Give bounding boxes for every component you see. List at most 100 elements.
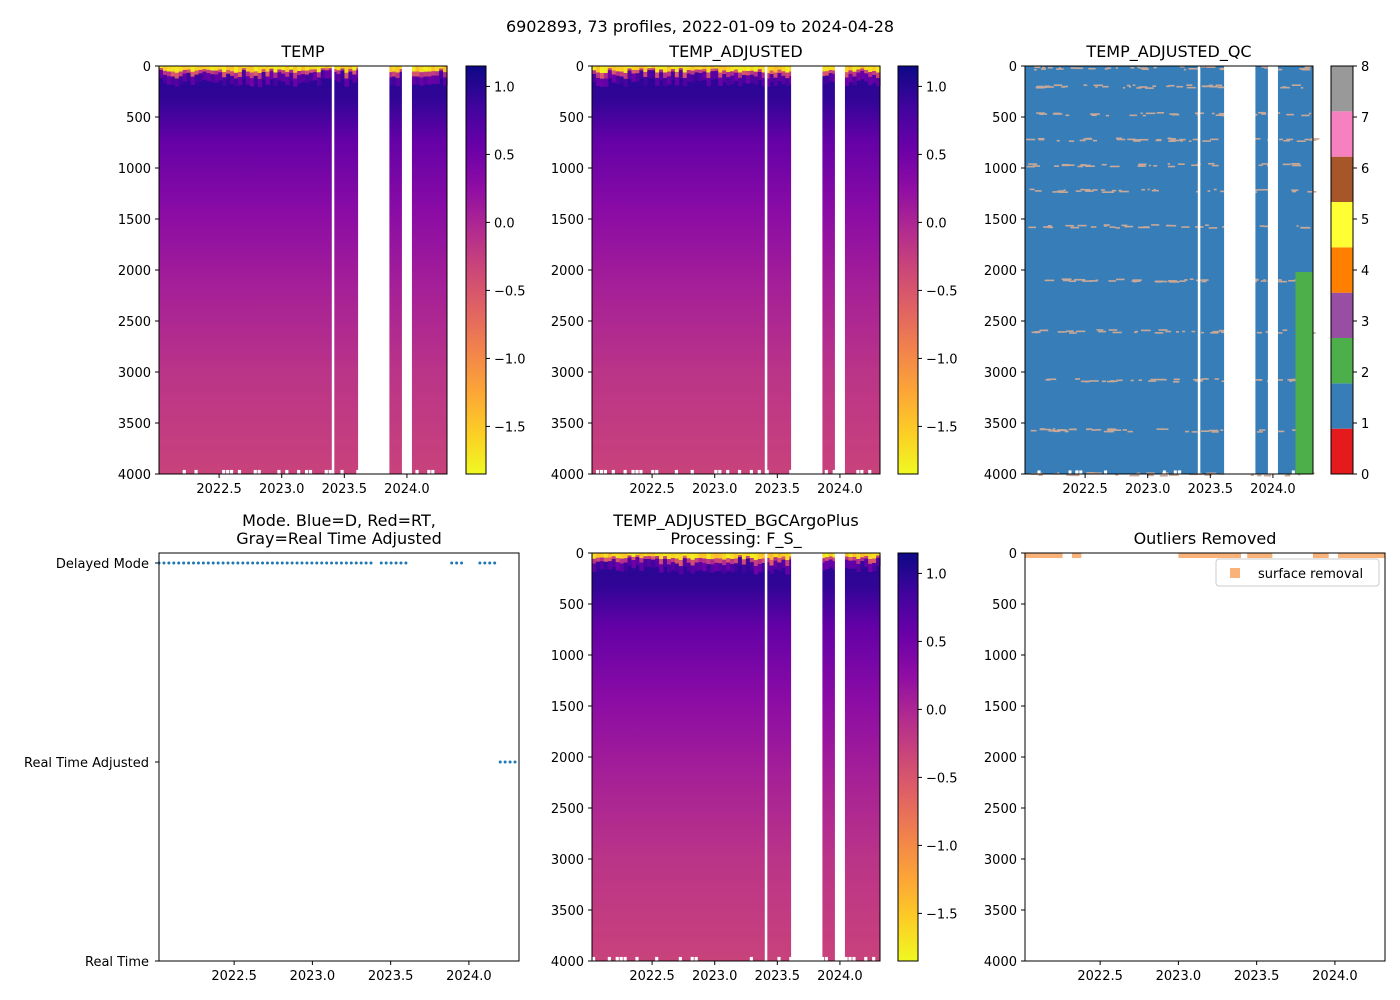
- qc-noise-mark: [1304, 138, 1310, 141]
- heatmap-cell: [285, 71, 290, 77]
- heatmap-cell: [757, 564, 763, 573]
- heatmap-cell: [761, 558, 767, 564]
- qc-noise-mark: [1154, 332, 1164, 334]
- heatmap-cell: [737, 66, 743, 73]
- heatmap-cell: [876, 555, 881, 558]
- heatmap-cell: [777, 69, 782, 73]
- qc-noise-mark: [1291, 84, 1302, 87]
- heatmap-missing-cell: [595, 469, 600, 474]
- y-tick-label: 2000: [551, 751, 584, 766]
- heatmap-cell: [848, 557, 853, 561]
- qc-noise-mark: [1276, 430, 1285, 433]
- heatmap-cell: [186, 66, 192, 70]
- qc-noise-mark: [1065, 114, 1070, 117]
- data-gap: [401, 66, 412, 474]
- qc-noise-mark: [1254, 191, 1258, 193]
- qc-noise-mark: [1253, 137, 1261, 140]
- heatmap-cell: [698, 66, 704, 70]
- heatmap-cell: [415, 66, 420, 72]
- qc-noise-mark: [1220, 331, 1227, 334]
- heatmap-cell: [615, 75, 621, 85]
- heatmap-cell: [253, 66, 259, 72]
- qc-noise-mark: [1276, 379, 1283, 381]
- qc-noise-mark: [1065, 224, 1073, 227]
- heatmap-cell: [678, 66, 684, 69]
- colorbar-tick-label: 1: [1361, 417, 1369, 432]
- heatmap-cell: [603, 66, 609, 73]
- qc-noise-mark: [1261, 66, 1267, 68]
- heatmap-cell: [273, 72, 278, 78]
- heatmap-cell: [868, 76, 873, 86]
- heatmap-cell: [769, 66, 775, 71]
- heatmap-cell: [603, 72, 609, 79]
- qc-noise-mark: [1220, 190, 1228, 193]
- qc-noise-mark: [1090, 280, 1098, 282]
- heatmap-cell: [230, 75, 235, 85]
- heatmap-cell: [734, 558, 739, 564]
- heatmap-cell: [690, 70, 696, 75]
- qc-noise-mark: [1082, 280, 1093, 282]
- qc-noise-mark: [1053, 165, 1060, 167]
- heatmap-cell: [226, 73, 231, 82]
- x-tick-label: 2023.0: [692, 969, 738, 984]
- panel-title: TEMP: [280, 42, 325, 61]
- qc-noise-mark: [1093, 84, 1103, 87]
- qc-noise-mark: [1304, 66, 1311, 69]
- mode-point: [236, 561, 240, 565]
- qc-noise-mark: [1211, 164, 1219, 167]
- heatmap-missing-cell: [824, 469, 828, 474]
- heatmap-missing-cell: [415, 469, 419, 474]
- x-tick-label: 2023.0: [1156, 969, 1202, 984]
- heatmap-cell: [868, 559, 873, 564]
- heatmap-cell: [619, 558, 625, 564]
- heatmap-cell: [749, 562, 755, 571]
- qc-noise-mark: [1083, 138, 1093, 140]
- heatmap-cell: [651, 556, 656, 560]
- qc-noise-mark: [1205, 474, 1212, 476]
- qc-noise-mark: [1036, 85, 1044, 88]
- x-tick-label: 2022.5: [629, 969, 675, 984]
- heatmap-cell: [174, 72, 180, 79]
- qc-noise-mark: [1092, 139, 1098, 142]
- mode-point: [315, 561, 319, 565]
- qc-noise-mark: [1215, 114, 1226, 117]
- qc-noise-mark: [1091, 114, 1097, 117]
- mode-point: [290, 561, 294, 565]
- heatmap-cell: [773, 66, 779, 73]
- qc-noise-mark: [1258, 188, 1269, 191]
- heatmap-cell: [651, 66, 656, 69]
- qc-noise-mark: [1208, 84, 1213, 87]
- heatmap-cell: [643, 66, 648, 73]
- heatmap-cell: [419, 77, 424, 86]
- qc-noise-mark: [1296, 225, 1299, 227]
- heatmap-cell: [741, 70, 747, 75]
- heatmap-cell: [631, 73, 636, 82]
- heatmap-cell: [722, 565, 727, 574]
- qc-noise-mark: [1310, 138, 1320, 140]
- qc-noise-mark: [1142, 114, 1146, 117]
- heatmap-cell: [714, 68, 719, 71]
- qc-noise-mark: [1101, 191, 1106, 193]
- qc-noise-mark: [1157, 378, 1167, 381]
- qc-missing-cell: [1177, 470, 1181, 474]
- heatmap-missing-cell: [603, 469, 607, 474]
- qc-noise-mark: [1179, 280, 1186, 282]
- heatmap-cell: [781, 66, 786, 72]
- heatmap-cell: [663, 553, 668, 557]
- x-tick-label: 2023.0: [259, 482, 305, 497]
- heatmap-cell: [872, 66, 877, 72]
- qc-noise-mark: [1218, 329, 1226, 332]
- heatmap-cell: [663, 556, 668, 559]
- heatmap-cell: [427, 76, 432, 85]
- heatmap-cell: [769, 565, 775, 574]
- heatmap-cell: [166, 66, 172, 72]
- heatmap-cell: [702, 66, 708, 70]
- heatmap-cell: [237, 72, 243, 78]
- heatmap-cell: [623, 553, 629, 559]
- qc-noise-mark: [1308, 112, 1312, 115]
- qc-noise-mark: [1102, 85, 1109, 88]
- mode-point: [211, 561, 215, 565]
- x-tick-label: 2024.0: [817, 969, 863, 984]
- heatmap-cell: [623, 558, 629, 563]
- data-gap: [834, 66, 845, 474]
